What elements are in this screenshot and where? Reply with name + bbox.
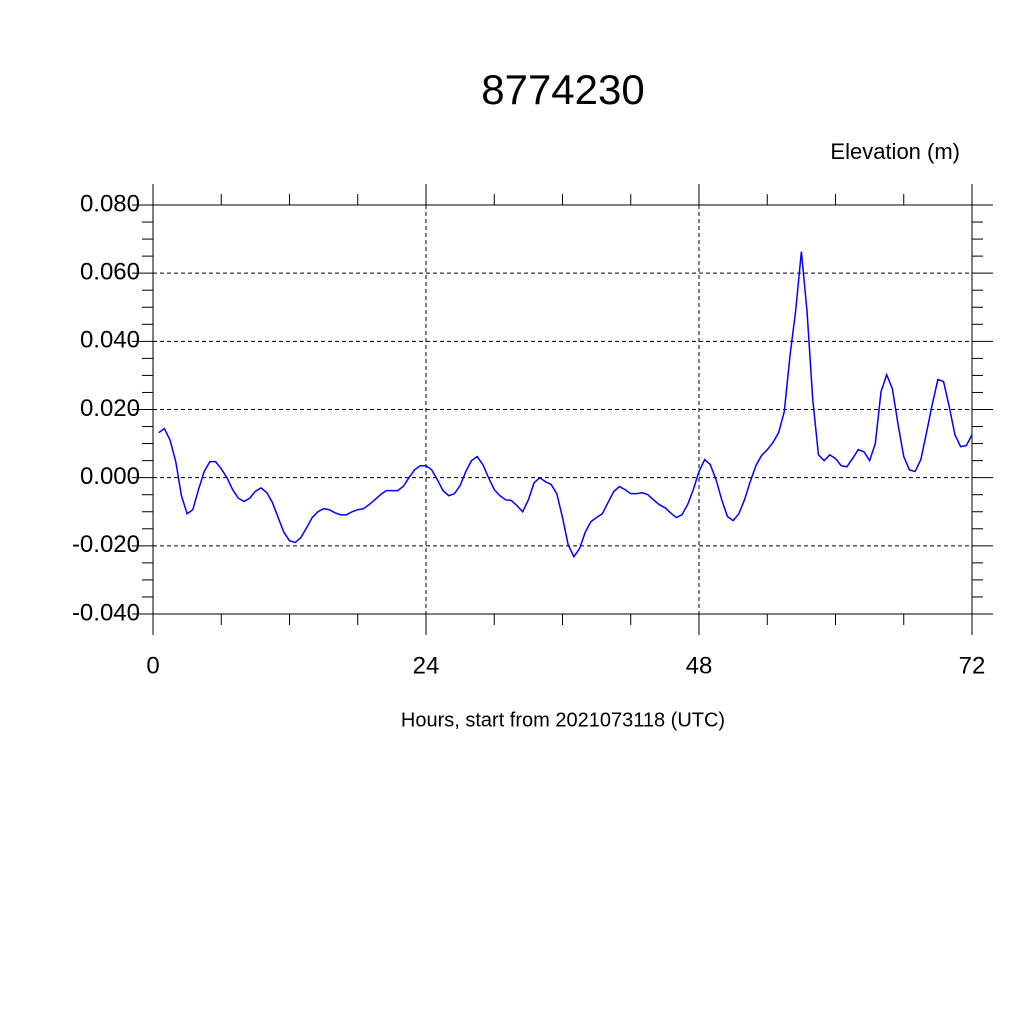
- y-axis-label: Elevation (m): [830, 139, 960, 164]
- y-tick-label: -0.040: [72, 599, 140, 626]
- y-tick-label: 0.040: [80, 327, 140, 354]
- plot-frame: [152, 204, 973, 615]
- x-tick-label: 48: [686, 652, 713, 679]
- x-axis-label: Hours, start from 2021073118 (UTC): [401, 709, 725, 731]
- y-tick-label: 0.000: [80, 463, 140, 490]
- data-line: [158, 251, 973, 559]
- y-tick-label: -0.020: [72, 531, 140, 558]
- x-tick-label: 24: [413, 652, 440, 679]
- chart-title: 8774230: [481, 66, 645, 113]
- y-tick-label: 0.020: [80, 395, 140, 422]
- y-tick-label: 0.060: [80, 259, 140, 286]
- x-tick-label: 0: [146, 652, 159, 679]
- y-tick-label: 0.080: [80, 190, 140, 217]
- x-tick-label: 72: [959, 652, 986, 679]
